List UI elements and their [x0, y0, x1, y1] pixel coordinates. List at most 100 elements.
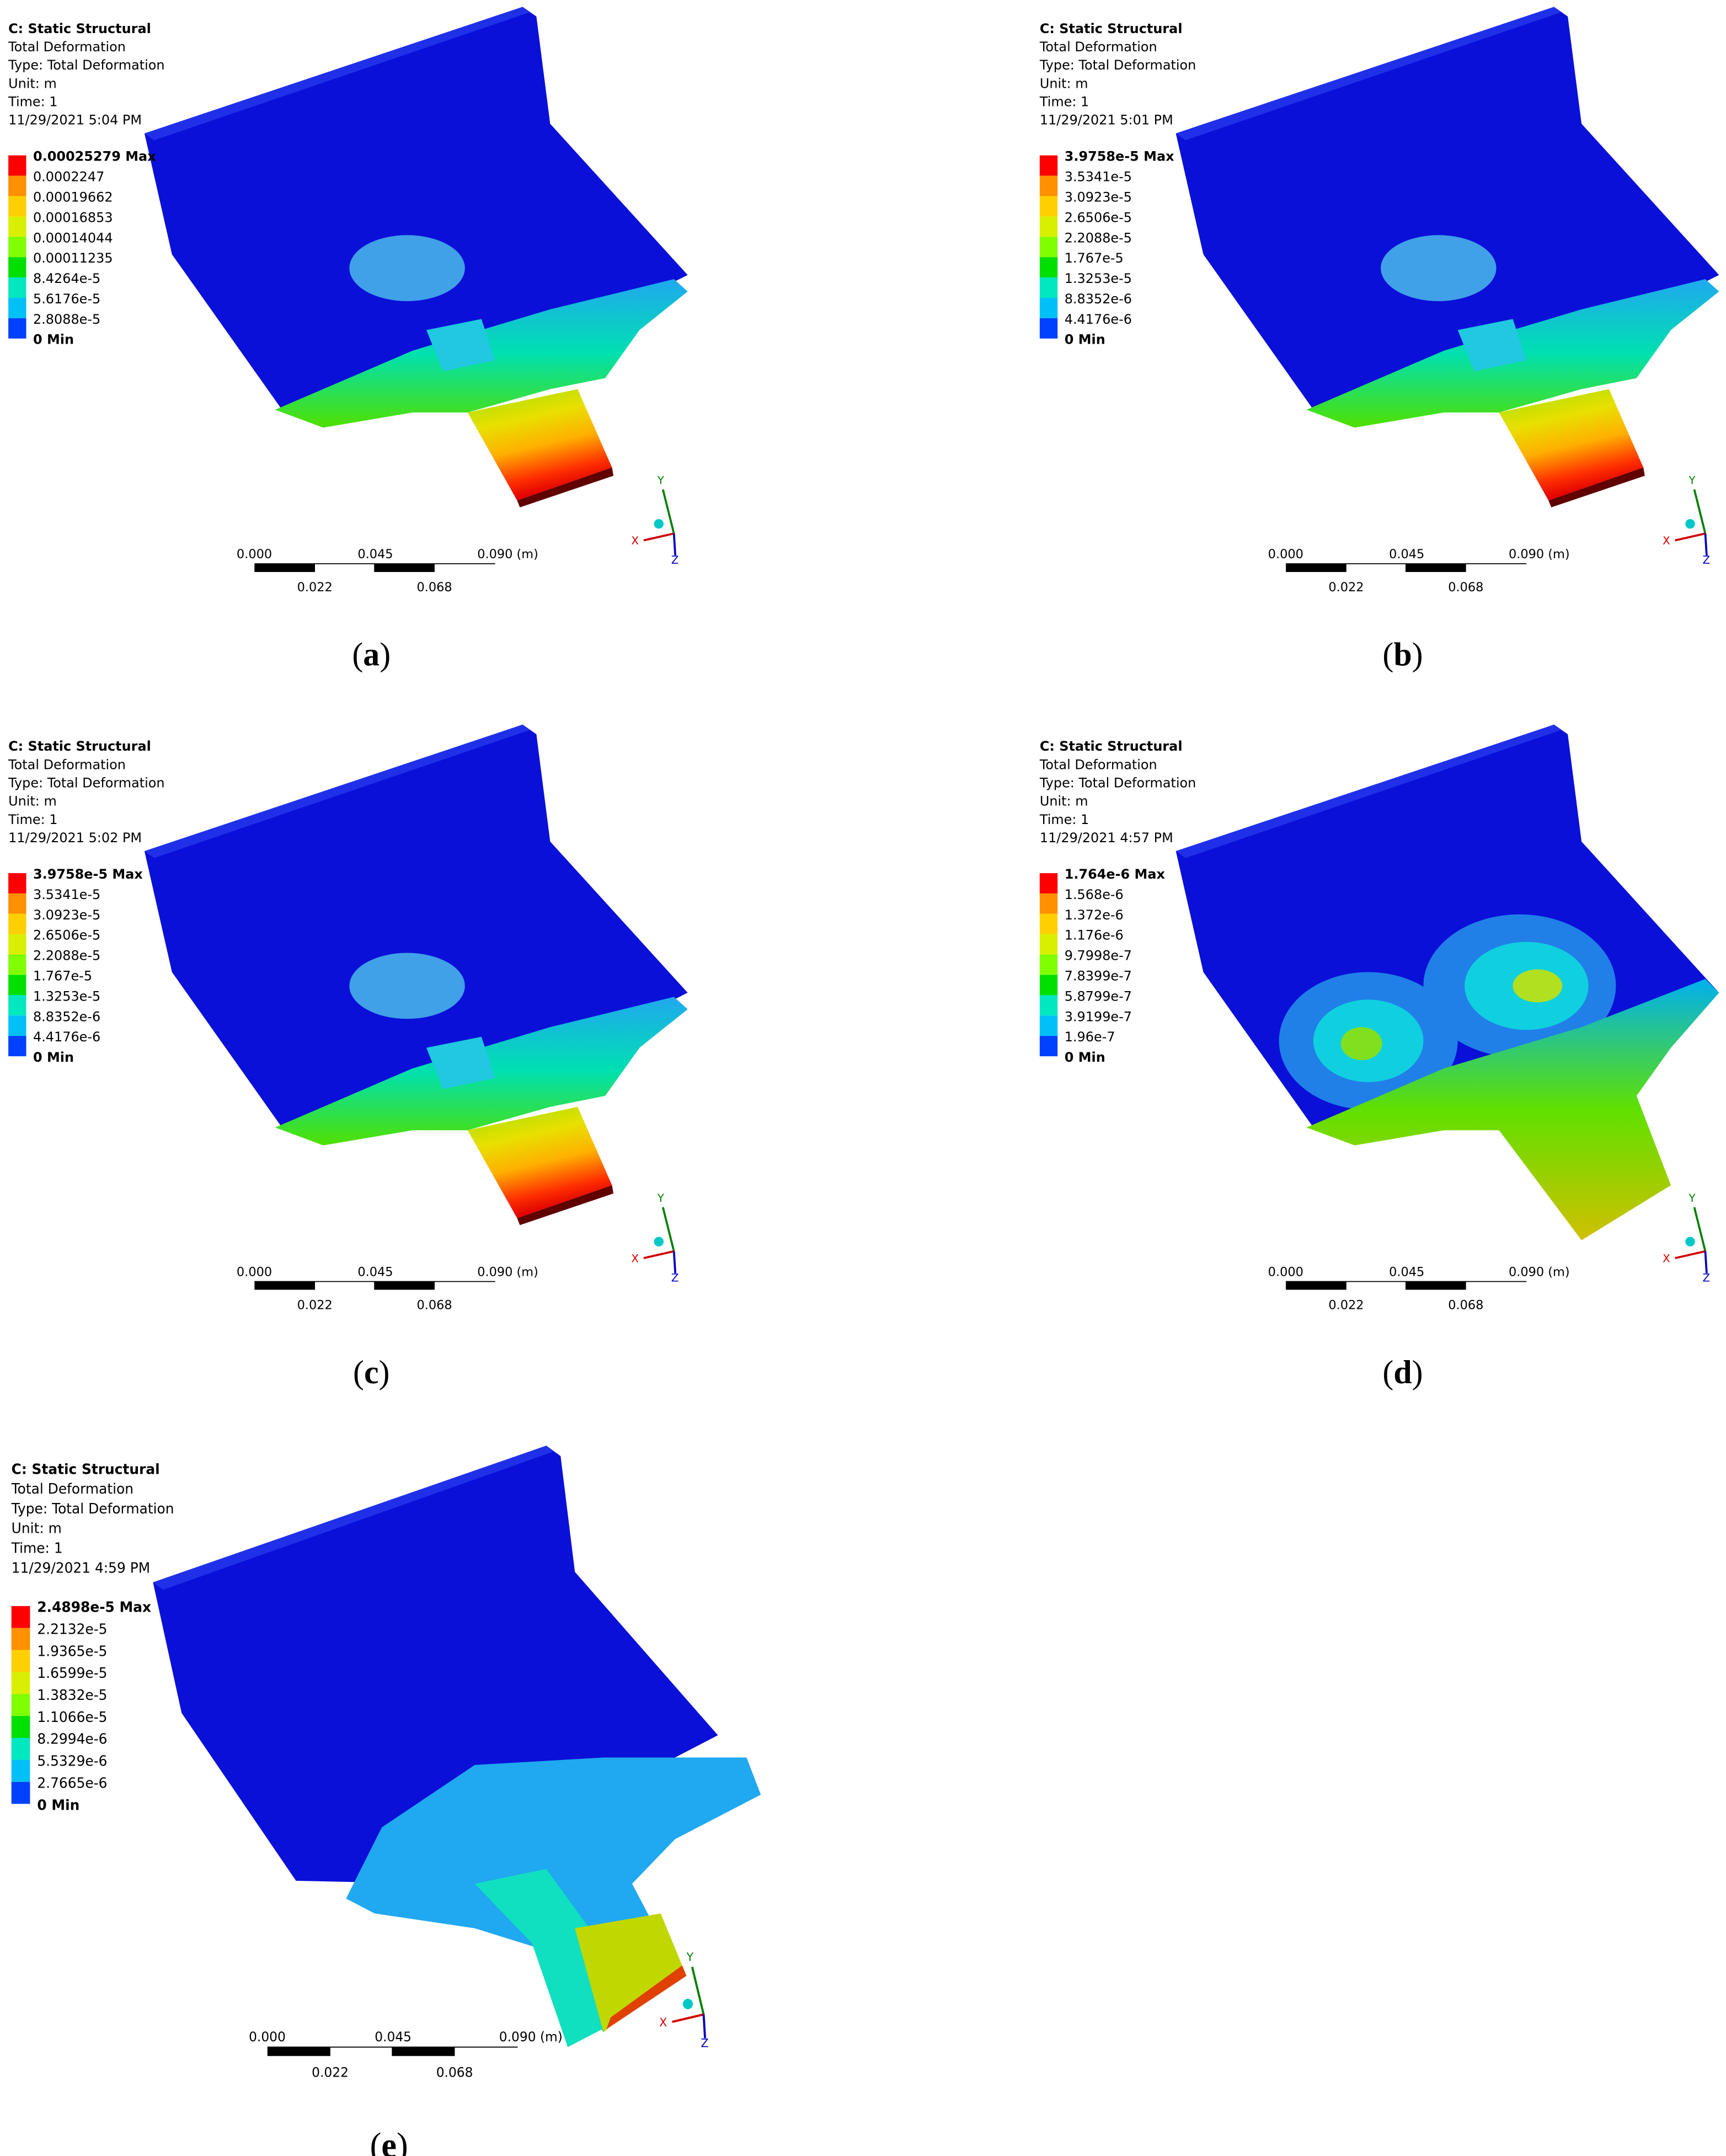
axis-label: Z [671, 1271, 679, 1284]
triad-origin [654, 519, 664, 529]
scale-label: 0.045 [1389, 547, 1424, 561]
legend-label: 0.00025279 Max [33, 149, 156, 164]
caption: (e) [370, 2125, 408, 2156]
header-line: 11/29/2021 4:59 PM [12, 1559, 151, 1576]
triad-axis [1675, 1250, 1706, 1259]
legend-label: 8.8352e-6 [33, 1009, 100, 1024]
legend-swatch [1039, 155, 1058, 176]
legend-label: 3.0923e-5 [1065, 189, 1132, 205]
scale-label: 0.045 [357, 547, 393, 561]
header-line: Type: Total Deformation [11, 1500, 174, 1517]
axis-label: X [659, 2015, 667, 2029]
legend-label: 8.2994e-6 [37, 1730, 107, 1747]
scale-label: 0.068 [1448, 1298, 1483, 1312]
legend-swatch [8, 954, 26, 975]
legend-swatch [1039, 216, 1058, 237]
triad-axis [702, 2014, 707, 2039]
legend-swatch [1039, 175, 1058, 196]
scale-label: 0.022 [297, 1298, 333, 1312]
caption: (b) [1382, 636, 1423, 673]
axis-label: X [631, 534, 639, 547]
legend-swatch [8, 297, 26, 318]
axis-label: Y [686, 1950, 693, 1964]
header-line: Total Deformation [1039, 757, 1157, 772]
legend-label: 5.8799e-7 [1065, 988, 1132, 1004]
legend-label: 2.6506e-5 [1065, 210, 1132, 225]
scale-bar [392, 2047, 455, 2056]
caption-letter: b [1393, 636, 1412, 673]
legend-label: 3.5341e-5 [1065, 169, 1132, 185]
triad-axis [672, 1251, 677, 1274]
legend-label: 1.372e-6 [1065, 907, 1124, 923]
fea-model [153, 1446, 761, 2047]
triad-axis [691, 1966, 705, 2015]
scale-label: 0.045 [1389, 1265, 1424, 1279]
scale-label: 0.022 [312, 2064, 349, 2080]
axis-label: Z [1702, 553, 1710, 566]
caption: (c) [353, 1354, 389, 1390]
legend-label: 5.6176e-5 [33, 291, 100, 307]
axis-label: X [1663, 1252, 1670, 1265]
legend-label: 8.8352e-6 [1065, 291, 1132, 307]
caption-letter: d [1393, 1354, 1412, 1390]
legend-label: 1.568e-6 [1065, 887, 1124, 902]
scale-label: 0.000 [249, 2029, 286, 2045]
legend-label: 4.4176e-6 [1065, 312, 1132, 327]
triad-origin [682, 1999, 693, 2009]
legend-label: 1.3832e-5 [37, 1687, 107, 1704]
legend-label: 0.0002247 [33, 169, 104, 185]
legend-label: 7.8399e-7 [1065, 968, 1132, 983]
legend-label: 1.1066e-5 [37, 1708, 107, 1725]
legend-swatch [8, 934, 26, 955]
fea-model [1176, 7, 1719, 507]
legend-label: 0 Min [33, 332, 74, 347]
legend-label: 0.00014044 [33, 230, 113, 245]
axis-label: Z [701, 2036, 708, 2050]
triad-axis [672, 2013, 704, 2023]
header-line: C: Static Structural [1040, 739, 1183, 754]
legend-swatch [1039, 954, 1058, 975]
fea-model [145, 725, 688, 1225]
legend-swatch [8, 155, 26, 176]
legend-swatch [1039, 1036, 1058, 1057]
legend-label: 9.7998e-7 [1065, 948, 1132, 964]
triad-axis [672, 533, 677, 556]
triad-axis [1693, 1207, 1707, 1252]
legend-label: 3.9199e-7 [1065, 1009, 1132, 1024]
scale-label: 0.000 [1268, 547, 1303, 561]
header-line: C: Static Structural [1040, 21, 1183, 36]
legend-swatch [1039, 934, 1058, 955]
legend-swatch [11, 1759, 30, 1782]
legend-swatch [8, 318, 26, 339]
scale-label: 0.045 [357, 1265, 393, 1279]
legend-swatch [1039, 995, 1058, 1016]
legend-swatch [8, 913, 26, 934]
scale-bar [374, 564, 435, 573]
caption-letter: a [363, 636, 380, 673]
caption: (d) [1382, 1354, 1423, 1390]
axis-label: X [1663, 534, 1670, 547]
scale-label: 0.090 (m) [1509, 547, 1570, 561]
legend-label: 0.00019662 [33, 189, 113, 205]
legend-label: 3.0923e-5 [33, 907, 100, 923]
axis-label: X [631, 1252, 639, 1265]
header-line: Total Deformation [8, 39, 126, 55]
legend-swatch [8, 175, 26, 196]
panel: C: Static Structural Total Deformation Typ… [11, 1446, 761, 2156]
header-line: 11/29/2021 5:02 PM [8, 830, 142, 846]
legend-swatch [11, 1628, 30, 1650]
scale-label: 0.000 [1268, 1265, 1303, 1279]
scale-label: 0.068 [1448, 580, 1483, 595]
scale-label: 0.090 (m) [1509, 1265, 1570, 1279]
header-line: Type: Total Deformation [1039, 57, 1196, 73]
header-line: Total Deformation [8, 757, 126, 772]
legend-swatch [1039, 257, 1058, 278]
legend-label: 2.8088e-5 [33, 312, 100, 327]
scale-bar [1405, 564, 1466, 573]
header-line: C: Static Structural [12, 1460, 160, 1478]
legend-swatch [8, 1015, 26, 1036]
header-line: Unit: m [12, 1520, 62, 1537]
legend-swatch [11, 1606, 30, 1628]
legend-label: 5.5329e-6 [37, 1752, 107, 1769]
legend-label: 1.9365e-5 [37, 1643, 107, 1660]
